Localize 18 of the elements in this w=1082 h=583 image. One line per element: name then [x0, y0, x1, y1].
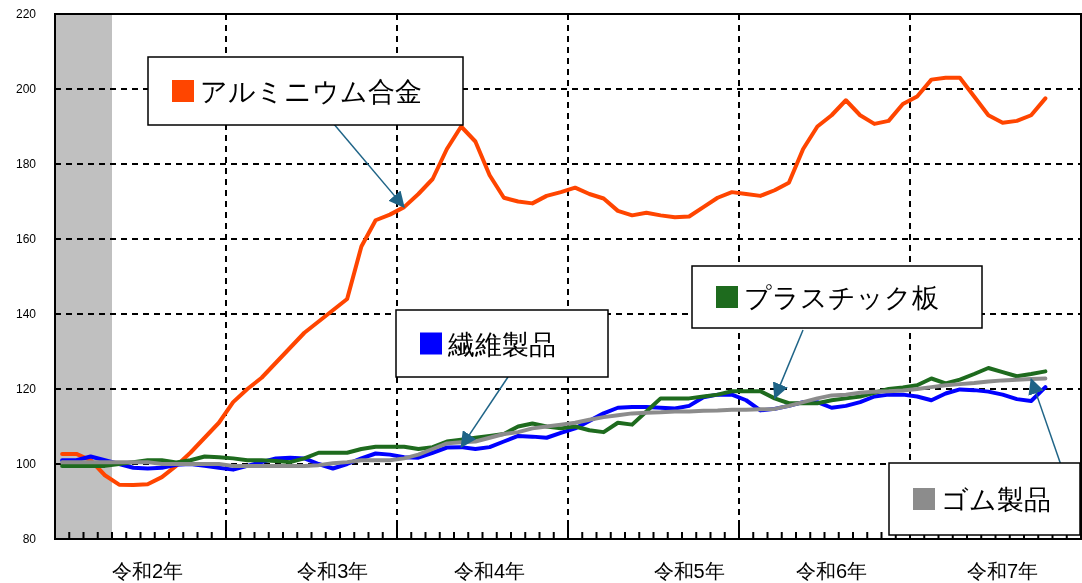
y-tick-label: 140 [15, 307, 37, 321]
x-tick-label: 令和5年 [653, 560, 725, 582]
legend-label: ゴム製品 [941, 485, 1051, 515]
x-tick-label: 令和2年 [112, 560, 184, 582]
x-tick-label: 令和6年 [796, 560, 868, 582]
y-tick-label: 220 [15, 7, 37, 21]
y-tick-label: 200 [15, 82, 37, 96]
x-tick-label: 令和4年 [454, 560, 526, 582]
x-tick-label: 令和3年 [297, 560, 369, 582]
x-tick-label: 令和7年 [967, 560, 1039, 582]
legend-label: アルミニウム合金 [200, 77, 422, 107]
y-tick-label: 180 [15, 157, 37, 171]
y-tick-label: 160 [15, 232, 37, 246]
legend-label: プラスチック板 [744, 283, 939, 313]
y-tick-label: 80 [22, 532, 37, 546]
y-tick-label: 120 [15, 382, 37, 396]
y-tick-label: 100 [15, 457, 37, 471]
legend-label: 繊維製品 [447, 329, 556, 360]
